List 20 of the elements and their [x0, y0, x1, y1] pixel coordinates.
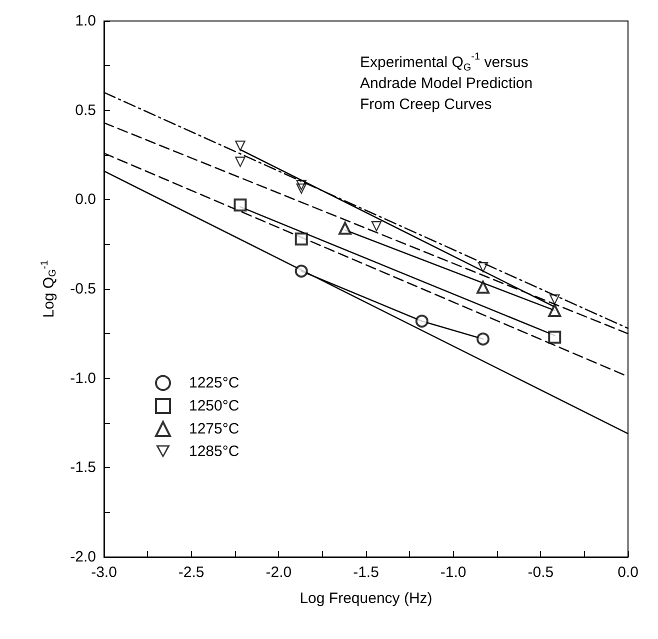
x-tick-label: -2.0 [266, 564, 292, 581]
x-tick-label: -3.0 [91, 564, 117, 581]
legend-label: 1285°C [189, 443, 240, 460]
y-tick-label: -1.5 [70, 459, 96, 476]
legend-label: 1225°C [189, 374, 240, 392]
y-tick-label: -1.0 [70, 370, 96, 387]
y-tick-label: -2.0 [70, 548, 96, 566]
y-tick-label: 1.0 [75, 12, 96, 30]
x-tick-label: -1.0 [440, 564, 466, 581]
x-tick-label: -2.5 [178, 564, 204, 581]
x-axis-title: Log Frequency (Hz) [300, 590, 432, 607]
legend-label: 1275°C [189, 420, 240, 438]
x-tick-label: -1.5 [353, 564, 379, 581]
y-tick-label: -0.5 [70, 280, 96, 298]
y-tick-label: 0.5 [75, 102, 96, 119]
y-axis-title: Log QG-1 [40, 260, 58, 318]
x-tick-label: -0.5 [528, 564, 554, 581]
legend-label: 1250°C [189, 398, 240, 414]
y-tick-label: 0.0 [75, 191, 96, 208]
x-tick-label: 0.0 [618, 564, 638, 581]
